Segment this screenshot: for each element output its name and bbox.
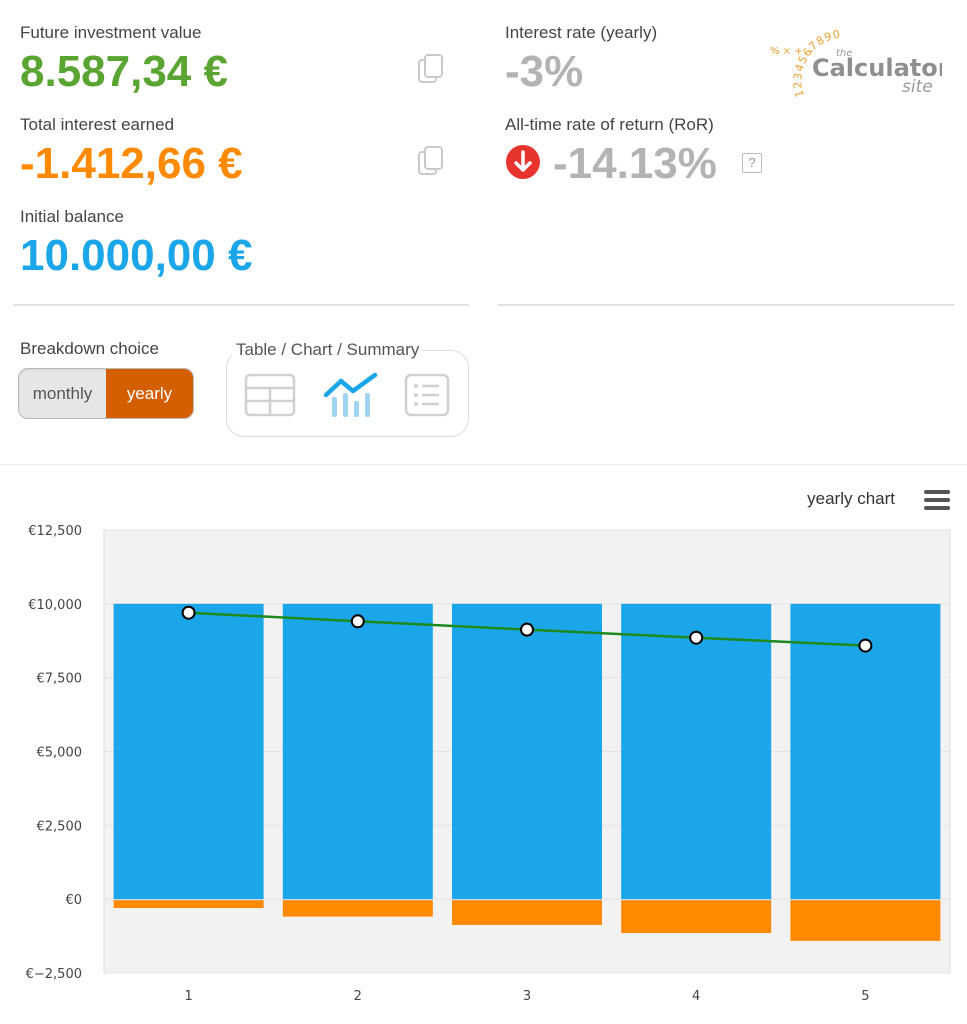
logo-the: the — [836, 48, 852, 59]
table-icon[interactable] — [244, 373, 296, 422]
ror-value: -14.13% — [553, 139, 717, 188]
x-tick-label: 1 — [184, 989, 192, 1004]
x-tick-label: 3 — [523, 989, 531, 1004]
y-tick-label: €7,500 — [37, 672, 83, 687]
bar-blue — [452, 603, 602, 900]
total-interest-value: -1.412,66 € — [20, 139, 243, 188]
chart-title: yearly chart — [807, 489, 895, 508]
view-selector-legend: Table / Chart / Summary — [232, 340, 424, 360]
bar-blue — [790, 603, 941, 900]
x-tick-label: 5 — [861, 989, 869, 1004]
line-point — [350, 614, 365, 629]
x-tick-label: 2 — [354, 989, 362, 1004]
help-icon[interactable]: ? — [742, 153, 762, 173]
future-value: 8.587,34 € — [20, 47, 228, 96]
ror-label: All-time rate of return (RoR) — [505, 115, 714, 134]
bar-blue — [282, 603, 433, 900]
copy-icon[interactable] — [417, 53, 447, 87]
svg-text:% × + −: % × + − — [770, 46, 814, 57]
initial-balance-label: Initial balance — [20, 207, 124, 226]
bar-orange — [452, 900, 602, 925]
divider — [13, 304, 469, 306]
breakdown-option-yearly[interactable]: yearly — [106, 369, 193, 418]
x-tick-label: 4 — [692, 989, 700, 1004]
line-point — [858, 638, 873, 653]
logo-name: Calculator — [812, 54, 942, 82]
y-tick-label: €5,000 — [37, 746, 83, 761]
y-tick-label: €0 — [65, 893, 82, 908]
initial-balance-value: 10.000,00 € — [20, 231, 253, 280]
future-value-label: Future investment value — [20, 23, 202, 42]
chart-section-divider — [0, 464, 967, 465]
line-point — [181, 605, 196, 620]
bar-orange — [282, 900, 433, 917]
interest-rate-label: Interest rate (yearly) — [505, 23, 658, 42]
line-point — [520, 622, 534, 637]
y-tick-label: €2,500 — [37, 819, 83, 834]
bar-orange — [621, 900, 772, 934]
divider — [498, 304, 954, 306]
chart-icon[interactable] — [323, 371, 379, 424]
bar-blue — [621, 603, 772, 900]
logo-site: site — [902, 77, 933, 97]
total-interest-label: Total interest earned — [20, 115, 175, 134]
bar-orange — [790, 900, 941, 941]
yearly-chart: €12,500 €10,000 €7,500 €5,000 €2,500 €0 €−2,50… — [26, 524, 951, 1004]
breakdown-toggle: monthly yearly — [18, 368, 194, 419]
copy-icon[interactable] — [417, 145, 447, 179]
y-tick-label: €12,500 — [28, 524, 82, 539]
breakdown-label: Breakdown choice — [20, 339, 159, 358]
arrow-down-icon — [505, 144, 541, 180]
breakdown-option-monthly[interactable]: monthly — [32, 383, 93, 403]
hamburger-menu-icon[interactable] — [924, 490, 950, 510]
bar-orange — [113, 900, 264, 909]
list-icon[interactable] — [404, 373, 450, 422]
y-tick-label: €−2,500 — [26, 967, 82, 982]
bar-blue — [113, 603, 264, 900]
y-tick-label: €10,000 — [28, 598, 82, 613]
line-point — [689, 630, 704, 645]
calculator-site-logo: 1234567890 % × + − the Calculator site — [762, 22, 950, 100]
interest-rate-value: -3% — [505, 47, 584, 96]
